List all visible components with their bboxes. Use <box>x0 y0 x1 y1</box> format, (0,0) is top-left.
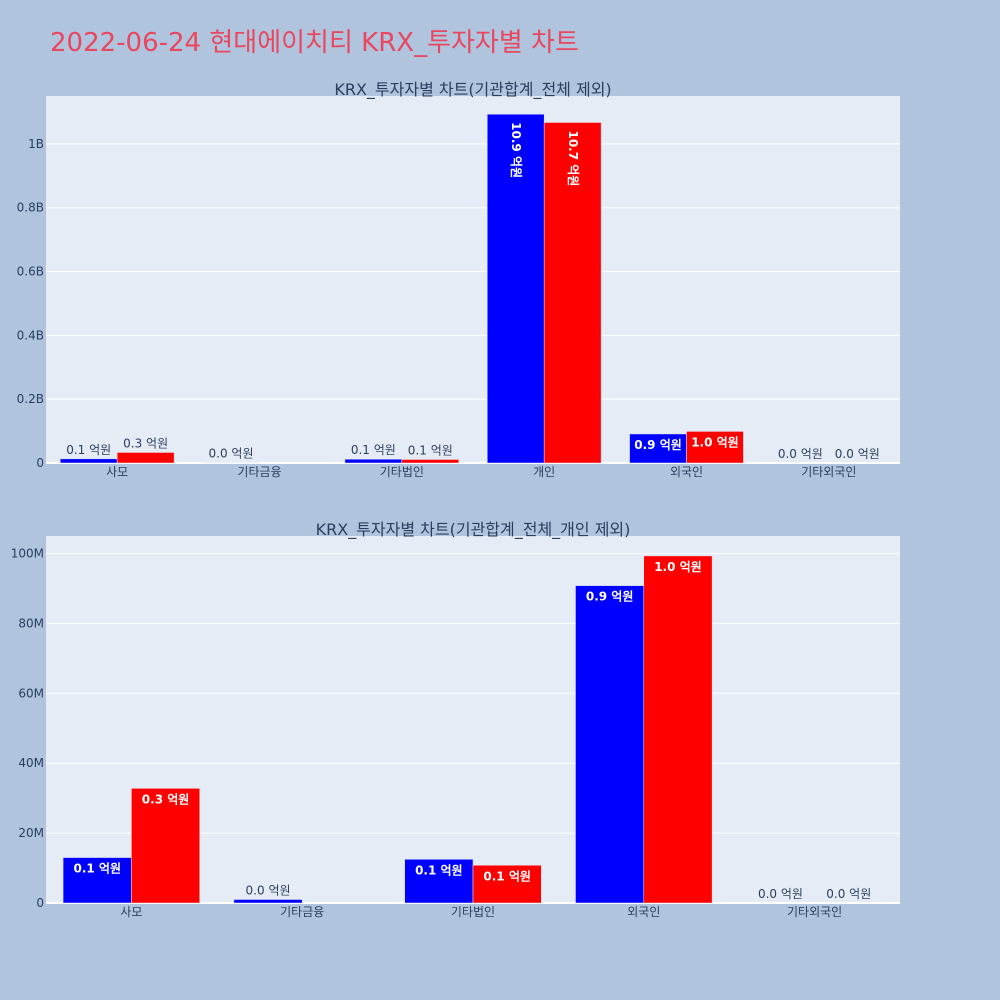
y-tick-label: 0 <box>36 896 44 910</box>
data-label: 0.3 억원 <box>123 436 168 450</box>
data-label: 1.0 억원 <box>654 560 702 574</box>
data-label: 0.0 억원 <box>758 887 803 901</box>
x-tick-label: 외국인 <box>670 465 703 479</box>
bar <box>404 859 474 904</box>
bar <box>116 452 175 464</box>
chart-title: KRX_투자자별 차트(기관합계_전체 제외) <box>334 80 611 100</box>
data-label: 0.1 억원 <box>66 443 111 457</box>
data-label: 0.0 억원 <box>209 447 254 461</box>
x-tick-label: 사모 <box>120 905 142 919</box>
main-title: 2022-06-24 현대에이치티 KRX_투자자별 차트 <box>50 28 579 58</box>
y-tick-label: 0.2B <box>17 392 44 406</box>
chart-2-group: 0 20M 40M 60M 80M 100M KRX_투자자별 차트(기관합계_전체_개인 … <box>11 520 900 919</box>
data-label: 1.0 억원 <box>691 435 739 449</box>
bar <box>131 788 200 904</box>
data-label: 0.1 억원 <box>351 443 396 457</box>
bar <box>233 899 303 904</box>
data-label: 0.9 억원 <box>586 590 634 604</box>
data-label: 0.1 억원 <box>73 862 121 876</box>
data-label: 10.9 억원 <box>509 122 523 178</box>
y-tick-label: 0.6B <box>17 265 44 279</box>
data-label: 0.0 억원 <box>778 447 823 461</box>
y-tick-label: 20M <box>18 826 44 840</box>
data-label: 0.0 억원 <box>826 887 871 901</box>
x-tick-label: 기타금융 <box>237 465 281 479</box>
bar <box>643 555 713 904</box>
bar <box>401 459 460 464</box>
chart-title: KRX_투자자별 차트(기관합계_전체_개인 제외) <box>316 520 631 540</box>
x-tick-label: 기타법인 <box>380 465 424 479</box>
y-tick-label: 1B <box>28 137 44 151</box>
y-tick-label: 80M <box>18 616 44 630</box>
data-label: 0.0 억원 <box>246 884 291 898</box>
data-label: 10.7 억원 <box>566 130 580 186</box>
bar <box>686 431 744 464</box>
x-tick-label: 기타외국인 <box>787 905 842 919</box>
y-tick-label: 60M <box>18 686 44 700</box>
x-tick-label: 기타법인 <box>451 905 495 919</box>
x-tick-label: 기타외국인 <box>801 465 856 479</box>
y-tick-label: 0 <box>36 456 44 470</box>
y-tick-label: 100M <box>11 546 44 560</box>
x-tick-label: 사모 <box>106 465 128 479</box>
data-label: 0.9 억원 <box>634 438 682 452</box>
bar <box>543 122 602 464</box>
bar <box>629 433 687 464</box>
chart-1-group: 0 0.2B 0.4B 0.6B 0.8B 1B KRX_투자자별 차트(기관합계_전체 제… <box>17 80 900 479</box>
y-tick-label: 0.4B <box>17 328 44 342</box>
data-label: 0.1 억원 <box>483 869 531 883</box>
bar <box>472 865 542 904</box>
x-tick-label: 개인 <box>533 465 555 479</box>
data-label: 0.0 억원 <box>835 447 880 461</box>
x-tick-label: 기타금융 <box>280 905 324 919</box>
data-label: 0.1 억원 <box>415 863 463 877</box>
plot-area <box>46 96 900 463</box>
y-tick-label: 0.8B <box>17 201 44 215</box>
y-tick-label: 40M <box>18 756 44 770</box>
x-tick-label: 외국인 <box>627 905 660 919</box>
data-label: 0.1 억원 <box>408 443 453 457</box>
data-label: 0.3 억원 <box>142 792 190 806</box>
bar <box>59 458 118 464</box>
bar <box>575 585 645 904</box>
bar <box>344 458 403 464</box>
